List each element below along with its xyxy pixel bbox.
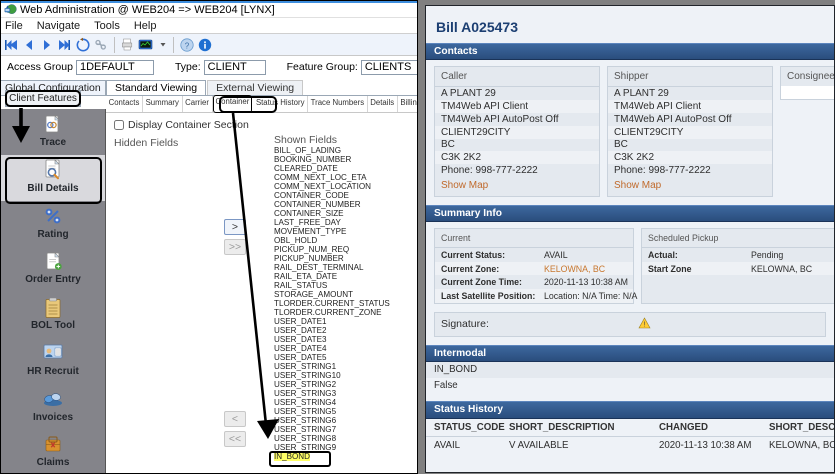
- svg-text:?: ?: [185, 41, 190, 50]
- svg-text:!: !: [644, 321, 646, 328]
